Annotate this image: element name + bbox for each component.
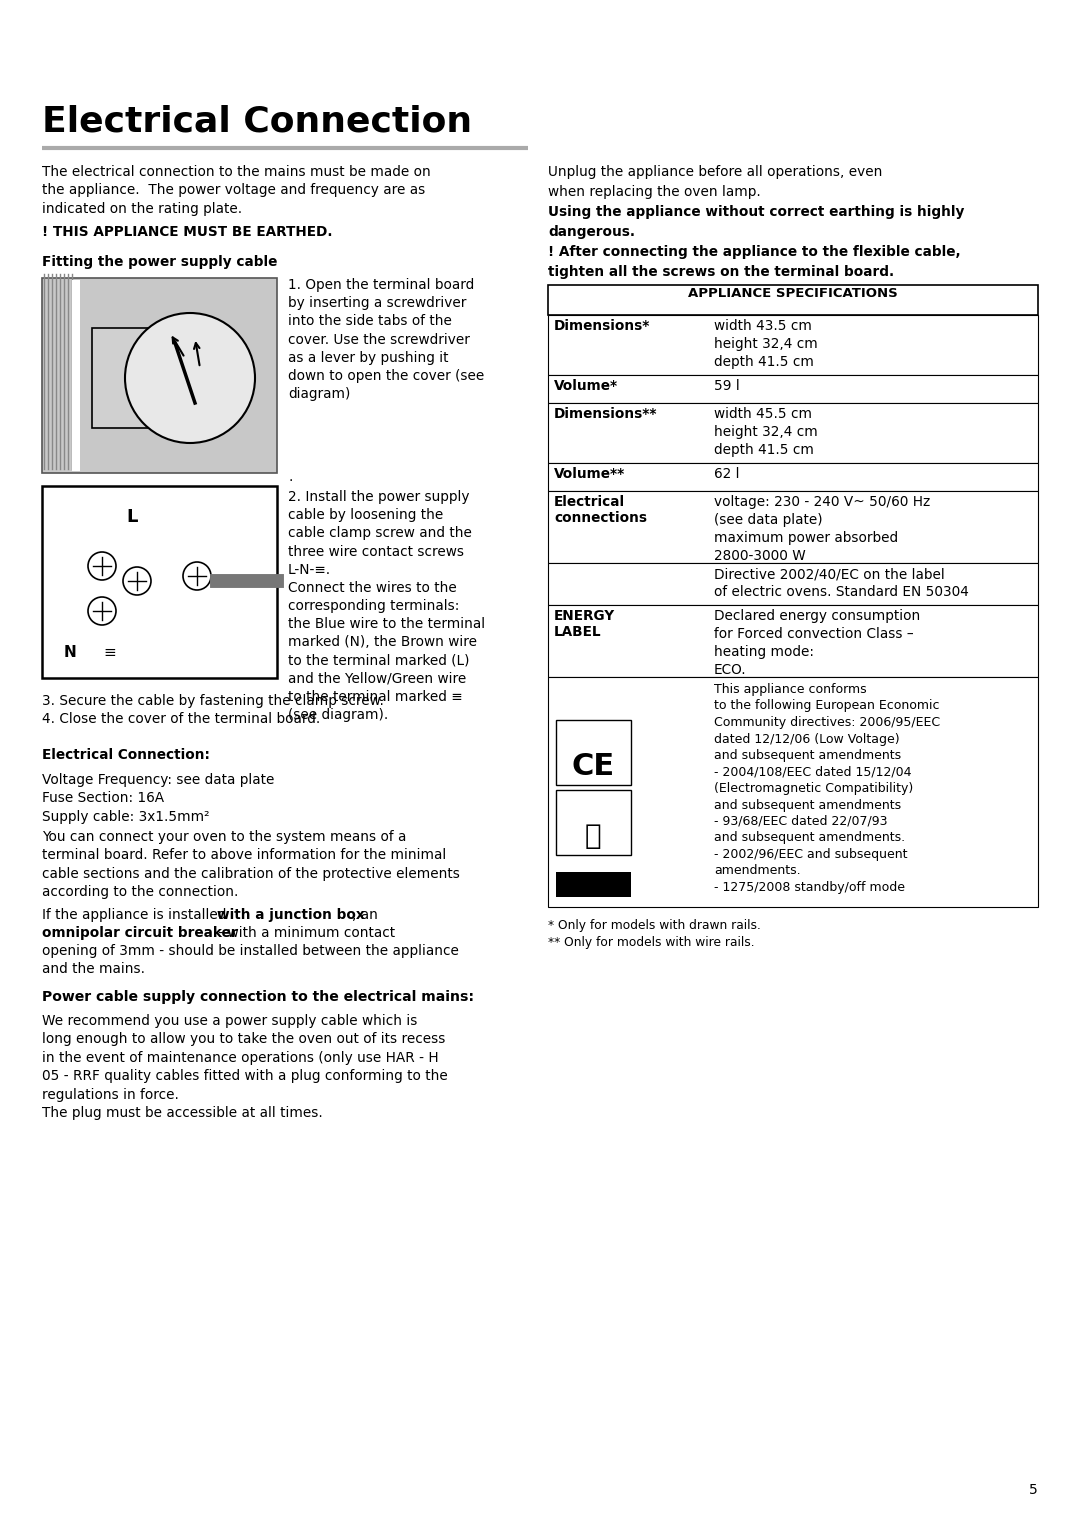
- Text: ! THIS APPLIANCE MUST BE EARTHED.: ! THIS APPLIANCE MUST BE EARTHED.: [42, 224, 333, 240]
- Text: N: N: [64, 644, 77, 660]
- Text: Directive 2002/40/EC on the label
of electric ovens. Standard EN 50304: Directive 2002/40/EC on the label of ele…: [714, 567, 969, 599]
- Text: omnipolar circuit breaker: omnipolar circuit breaker: [42, 925, 238, 941]
- Text: Volume*: Volume*: [554, 379, 618, 392]
- Text: 3. Secure the cable by fastening the clamp screw.
4. Close the cover of the term: 3. Secure the cable by fastening the cla…: [42, 693, 383, 727]
- Text: Using the appliance without correct earthing is highly: Using the appliance without correct eart…: [548, 205, 964, 218]
- Text: opening of 3mm - should be installed between the appliance
and the mains.: opening of 3mm - should be installed bet…: [42, 944, 459, 976]
- Text: Electrical
connections: Electrical connections: [554, 495, 647, 525]
- Bar: [548, 376, 1038, 403]
- Text: ENERGY
LABEL: ENERGY LABEL: [554, 609, 616, 640]
- Text: with a junction box: with a junction box: [217, 909, 365, 922]
- Text: Declared energy consumption
for Forced convection Class –
heating mode:
ECO.: Declared energy consumption for Forced c…: [714, 609, 920, 676]
- Bar: [72, 279, 80, 470]
- Bar: [548, 403, 1038, 463]
- Text: width 45.5 cm
height 32,4 cm
depth 41.5 cm: width 45.5 cm height 32,4 cm depth 41.5 …: [714, 408, 818, 457]
- Bar: [548, 563, 1038, 605]
- Bar: [548, 463, 1038, 492]
- Text: 🗑: 🗑: [584, 822, 602, 851]
- Text: when replacing the oven lamp.: when replacing the oven lamp.: [548, 185, 760, 199]
- Bar: [548, 676, 1038, 907]
- Bar: [92, 328, 222, 428]
- Bar: [548, 492, 1038, 563]
- Text: Voltage Frequency: see data plate
Fuse Section: 16A
Supply cable: 3x1.5mm²: Voltage Frequency: see data plate Fuse S…: [42, 773, 274, 823]
- Text: 1. Open the terminal board
by inserting a screwdriver
into the side tabs of the
: 1. Open the terminal board by inserting …: [288, 278, 484, 402]
- Text: , an: , an: [352, 909, 378, 922]
- Text: Dimensions**: Dimensions**: [554, 408, 658, 421]
- Text: dangerous.: dangerous.: [548, 224, 635, 240]
- Text: 2. Install the power supply
cable by loosening the
cable clamp screw and the
thr: 2. Install the power supply cable by loo…: [288, 490, 485, 722]
- Bar: [42, 486, 276, 678]
- Text: L: L: [126, 508, 137, 525]
- Text: We recommend you use a power supply cable which is
long enough to allow you to t: We recommend you use a power supply cabl…: [42, 1014, 448, 1119]
- Text: Volume**: Volume**: [554, 467, 625, 481]
- Text: You can connect your oven to the system means of a
terminal board. Refer to abov: You can connect your oven to the system …: [42, 831, 460, 899]
- Text: ≡: ≡: [104, 644, 117, 660]
- Text: The electrical connection to the mains must be made on
the appliance.  The power: The electrical connection to the mains m…: [42, 165, 431, 215]
- Text: Electrical Connection:: Electrical Connection:: [42, 748, 210, 762]
- Bar: [548, 315, 1038, 376]
- Text: tighten all the screws on the terminal board.: tighten all the screws on the terminal b…: [548, 266, 894, 279]
- Bar: [556, 872, 631, 896]
- Text: 59 l: 59 l: [714, 379, 740, 392]
- Text: APPLIANCE SPECIFICATIONS: APPLIANCE SPECIFICATIONS: [688, 287, 897, 299]
- Bar: [42, 278, 276, 473]
- Text: 5: 5: [1029, 1483, 1038, 1496]
- Text: ! After connecting the appliance to the flexible cable,: ! After connecting the appliance to the …: [548, 244, 960, 260]
- Text: Dimensions*: Dimensions*: [554, 319, 650, 333]
- Bar: [548, 286, 1038, 315]
- Text: Fitting the power supply cable: Fitting the power supply cable: [42, 255, 278, 269]
- Text: Power cable supply connection to the electrical mains:: Power cable supply connection to the ele…: [42, 989, 474, 1003]
- Bar: [556, 789, 631, 855]
- Text: * Only for models with drawn rails.
** Only for models with wire rails.: * Only for models with drawn rails. ** O…: [548, 919, 761, 948]
- Bar: [548, 605, 1038, 676]
- Text: CE: CE: [571, 751, 615, 780]
- Text: voltage: 230 - 240 V~ 50/60 Hz
(see data plate)
maximum power absorbed
2800-3000: voltage: 230 - 240 V~ 50/60 Hz (see data…: [714, 495, 930, 562]
- Bar: [556, 721, 631, 785]
- Text: If the appliance is installed: If the appliance is installed: [42, 909, 231, 922]
- Text: Unplug the appliance before all operations, even: Unplug the appliance before all operatio…: [548, 165, 882, 179]
- Text: 62 l: 62 l: [714, 467, 740, 481]
- Text: Electrical Connection: Electrical Connection: [42, 105, 472, 139]
- Text: - with a minimum contact: - with a minimum contact: [214, 925, 395, 941]
- Text: .: .: [288, 470, 293, 484]
- Text: width 43.5 cm
height 32,4 cm
depth 41.5 cm: width 43.5 cm height 32,4 cm depth 41.5 …: [714, 319, 818, 368]
- Text: This appliance conforms
to the following European Economic
Community directives:: This appliance conforms to the following…: [714, 683, 940, 893]
- Circle shape: [125, 313, 255, 443]
